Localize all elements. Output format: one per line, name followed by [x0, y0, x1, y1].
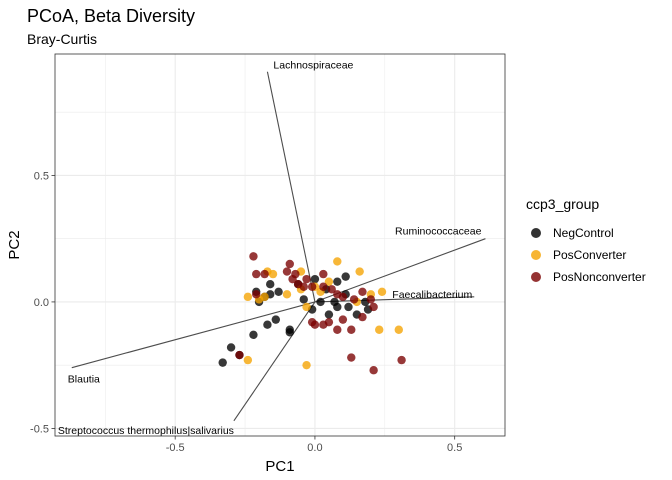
legend-label-posconverter: PosConverter [553, 248, 627, 262]
point-negcontrol [218, 358, 227, 367]
loading-vector [71, 301, 316, 369]
point-negcontrol [274, 287, 283, 297]
point-posnonconverter [358, 287, 367, 297]
x-axis-label: PC1 [265, 458, 294, 475]
point-posnonconverter [307, 317, 317, 327]
point-posnonconverter [333, 325, 342, 334]
point-posconverter [282, 290, 292, 299]
point-posconverter [302, 360, 311, 370]
point-negcontrol [226, 343, 236, 352]
point-posnonconverter [260, 269, 269, 279]
point-negcontrol [333, 277, 342, 286]
point-posnonconverter [338, 292, 348, 302]
point-posnonconverter [347, 325, 356, 334]
point-negcontrol [310, 274, 320, 284]
point-posnonconverter [299, 282, 308, 291]
legend-item-posnonconverter: PosNonconverter [526, 266, 646, 288]
point-posconverter [375, 325, 384, 334]
point-posnonconverter [349, 295, 359, 304]
point-negcontrol [271, 315, 281, 324]
legend: ccp3_group NegControl PosConverter PosNo… [526, 196, 646, 288]
point-posconverter [302, 302, 311, 312]
y-tick-label: 0.5 [34, 170, 49, 182]
point-posconverter [377, 287, 387, 297]
point-posconverter [333, 257, 342, 266]
point-posnonconverter [249, 252, 258, 261]
point-posconverter [324, 277, 334, 286]
point-negcontrol [249, 330, 258, 340]
vector-label: Faecalibacterium [392, 289, 472, 301]
y-tick-label: -0.5 [30, 423, 49, 435]
loading-vector [233, 301, 316, 422]
point-posnonconverter [252, 290, 261, 299]
point-posnonconverter [327, 285, 336, 294]
plot-panel [55, 54, 505, 436]
panel-border [54, 53, 506, 437]
point-posnonconverter [285, 259, 294, 269]
point-negcontrol [316, 297, 325, 307]
point-posconverter [243, 292, 253, 302]
point-posnonconverter [338, 315, 348, 324]
point-negcontrol [285, 328, 294, 337]
point-posnonconverter [319, 320, 328, 329]
point-negcontrol [344, 302, 353, 312]
point-posnonconverter [282, 267, 292, 276]
point-posnonconverter [347, 353, 356, 362]
vector-label: Blautia [68, 374, 100, 386]
legend-key-posnonconverter [531, 272, 541, 282]
point-negcontrol [324, 310, 334, 319]
point-negcontrol [266, 280, 275, 289]
point-posnonconverter [252, 269, 261, 279]
point-negcontrol [299, 295, 308, 304]
point-posnonconverter [288, 274, 297, 284]
chart-subtitle: Bray-Curtis [27, 31, 98, 47]
point-posnonconverter [319, 282, 328, 291]
point-posnonconverter [369, 366, 378, 375]
point-posnonconverter [369, 302, 378, 312]
point-posnonconverter [319, 269, 328, 279]
legend-title: ccp3_group [526, 196, 600, 212]
point-posnonconverter [307, 282, 317, 291]
y-axis-label: PC2 [6, 230, 23, 259]
point-posnonconverter [397, 355, 406, 365]
point-posconverter [243, 355, 253, 365]
vector-label: Streptococcus thermophilus|salivarius [58, 425, 234, 437]
point-posconverter [355, 267, 364, 276]
x-tick-label: 0.5 [447, 442, 462, 454]
legend-label-negcontrol: NegControl [553, 226, 614, 240]
x-tick-label: 0.0 [307, 442, 322, 454]
x-tick-label: -0.5 [166, 442, 185, 454]
point-posconverter [268, 269, 278, 279]
point-posnonconverter [366, 295, 376, 304]
point-negcontrol [333, 302, 342, 312]
loading-vector [266, 71, 316, 303]
point-posconverter [394, 325, 403, 334]
legend-key-negcontrol [531, 228, 541, 238]
legend-item-posconverter: PosConverter [526, 244, 646, 266]
legend-item-negcontrol: NegControl [526, 222, 646, 244]
loading-vector [314, 296, 475, 303]
y-tick-label: 0.0 [34, 297, 49, 309]
point-posconverter [260, 292, 269, 302]
point-posnonconverter [358, 312, 367, 322]
point-posnonconverter [302, 274, 311, 284]
legend-label-posnonconverter: PosNonconverter [553, 270, 646, 284]
point-posnonconverter [235, 350, 244, 360]
point-negcontrol [341, 272, 350, 281]
vector-label: Ruminococcaceae [395, 226, 482, 238]
legend-key-posconverter [531, 250, 541, 260]
vector-label: Lachnospiraceae [273, 60, 353, 72]
chart-title: PCoA, Beta Diversity [27, 6, 196, 26]
point-negcontrol [263, 320, 272, 329]
